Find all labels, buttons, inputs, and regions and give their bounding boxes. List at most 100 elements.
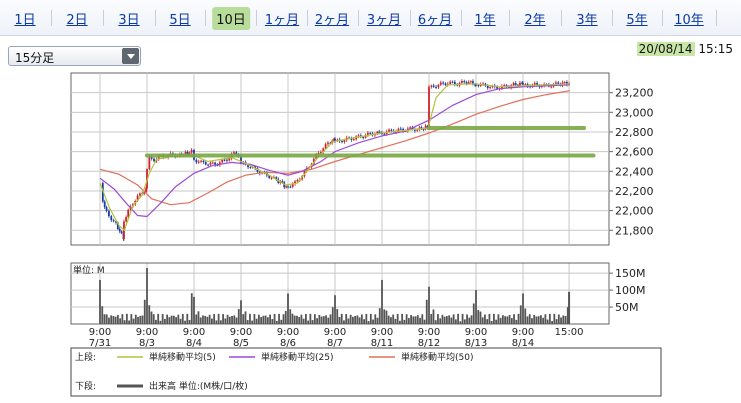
interval-select[interactable]: 15分足 (8, 46, 141, 66)
legend-lower-label: 下段: (75, 380, 96, 392)
volume-bar (186, 313, 189, 324)
candle-body (362, 136, 365, 138)
volume-bar (266, 317, 269, 324)
tab-2m[interactable]: 2ヶ月 (314, 13, 350, 28)
volume-bar (468, 317, 471, 324)
tab-3m[interactable]: 3ヶ月 (366, 13, 402, 28)
x-tick-date-label: 8/7 (327, 338, 343, 349)
volume-bar (235, 317, 238, 324)
volume-bar (376, 317, 379, 324)
volume-bar (553, 313, 556, 324)
volume-bar (305, 314, 307, 324)
volume-bar (416, 315, 419, 324)
volume-bar (287, 293, 289, 324)
volume-bar (403, 319, 406, 324)
tab-separator (716, 10, 717, 26)
volume-bar (311, 320, 314, 324)
volume-bar (233, 315, 236, 324)
price-y-tick-label: 22,200 (615, 185, 654, 198)
volume-bar (367, 321, 370, 324)
tab-10d[interactable]: 10日 (212, 7, 250, 30)
volume-bar (150, 311, 153, 324)
candle-body (150, 156, 153, 159)
volume-bar (128, 320, 130, 324)
volume-bar (166, 314, 169, 324)
volume-bar (269, 314, 271, 324)
candle-body (383, 133, 386, 135)
last-update-timestamp: 20/08/14 15:15 (636, 42, 733, 56)
tab-5d[interactable]: 5日 (169, 13, 191, 28)
tab-1y[interactable]: 1年 (474, 13, 496, 28)
x-tick-time-label: 9:00 (371, 327, 393, 338)
candle-body (334, 138, 336, 142)
price-y-tick-label: 22,400 (615, 165, 654, 178)
candle-body (467, 82, 470, 84)
candle-body (469, 81, 472, 83)
tab-separator (612, 10, 613, 26)
candle-body (388, 129, 390, 132)
volume-bar (450, 317, 453, 324)
x-tick-time-label: 9:00 (183, 327, 205, 338)
volume-bar (190, 293, 193, 324)
volume-bar (470, 315, 473, 324)
period-tabs: 1日 2日 3日 5日 10日 1ヶ月 2ヶ月 3ヶ月 6ヶ月 1年 2年 3年… (0, 0, 741, 36)
volume-bar (99, 279, 101, 324)
volume-bar (260, 317, 263, 324)
volume-bar (423, 319, 426, 324)
volume-bar (548, 313, 551, 324)
candle-body (439, 82, 442, 85)
tab-3y[interactable]: 3年 (576, 13, 598, 28)
volume-bar (334, 295, 336, 324)
candle-body (474, 84, 476, 86)
volume-bar (313, 314, 316, 324)
volume-bar (535, 316, 538, 324)
candle-body (508, 86, 510, 88)
candle-body (143, 192, 146, 194)
tab-2y[interactable]: 2年 (524, 13, 546, 28)
volume-bar (298, 317, 301, 324)
volume-bar (168, 317, 171, 324)
volume-bar (251, 320, 254, 324)
tab-10y[interactable]: 10年 (674, 13, 704, 28)
volume-bar (466, 314, 468, 324)
tab-1m[interactable]: 1ヶ月 (264, 13, 300, 28)
volume-bar (526, 316, 529, 324)
tab-separator (51, 10, 52, 26)
candle-body (190, 149, 193, 153)
volume-bar (331, 307, 334, 324)
volume-bar (430, 313, 433, 324)
candle-body (475, 84, 477, 86)
volume-bar (528, 314, 531, 324)
tab-2d[interactable]: 2日 (66, 13, 88, 28)
candle-body (555, 82, 557, 84)
volume-bar (544, 314, 547, 324)
volume-bar (179, 318, 182, 324)
volume-bar (188, 319, 191, 324)
volume-bar (421, 314, 424, 324)
timestamp-time: 15:15 (698, 42, 733, 56)
candle-body (482, 83, 484, 85)
chevron-down-icon[interactable] (122, 48, 139, 64)
volume-bar (401, 313, 404, 324)
candle-body (256, 168, 259, 172)
x-tick-date-label: 8/3 (139, 338, 155, 349)
candle-body (209, 162, 212, 165)
candle-body (289, 186, 292, 188)
tab-1d[interactable]: 1日 (14, 13, 36, 28)
candle-body (449, 81, 452, 84)
volume-bar (242, 314, 245, 324)
candle-body (249, 167, 252, 169)
volume-bar (432, 309, 435, 324)
candle-body (223, 159, 226, 161)
price-y-tick-label: 21,800 (615, 224, 654, 237)
candle-body (197, 161, 200, 163)
price-y-tick-label: 22,000 (615, 205, 654, 218)
tab-6m[interactable]: 6ヶ月 (417, 13, 453, 28)
volume-unit-label: 単位: M (73, 264, 105, 276)
tab-5y[interactable]: 5年 (626, 13, 648, 28)
tab-3d[interactable]: 3日 (118, 13, 140, 28)
candle-body (281, 181, 284, 183)
candle-body (536, 83, 538, 85)
tab-separator (103, 10, 104, 26)
